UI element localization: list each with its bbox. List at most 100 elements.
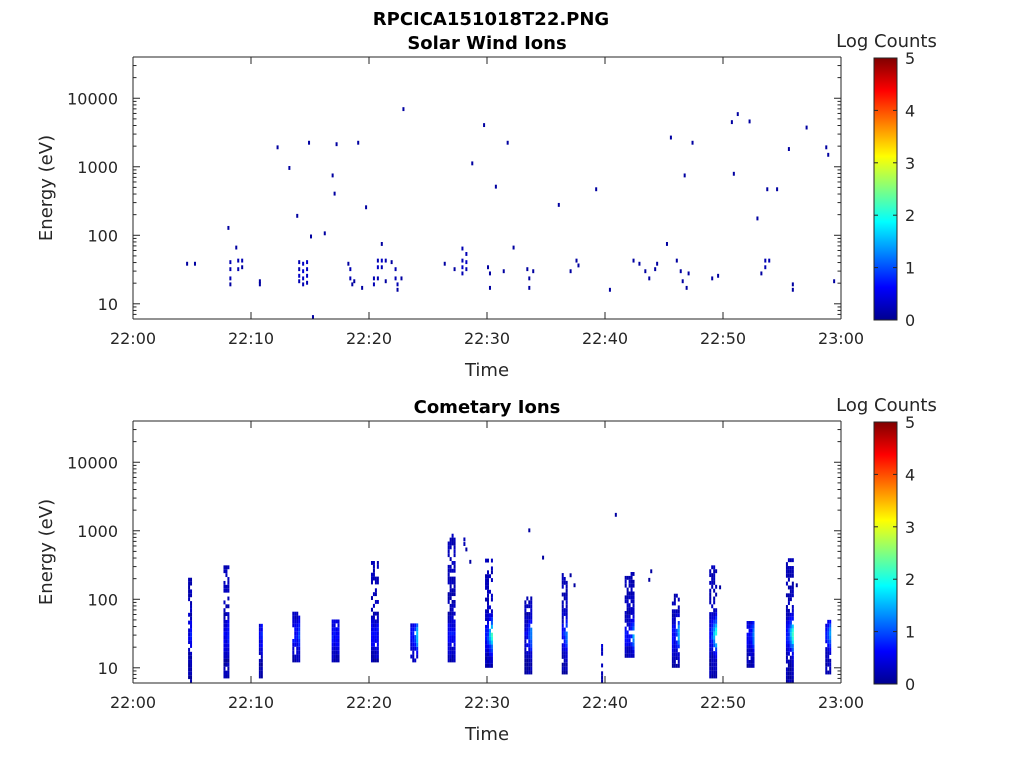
spectrogram-cell: [488, 628, 491, 633]
y-tick-label: 10000: [67, 453, 118, 472]
spectrogram-cell: [671, 663, 674, 668]
spectrogram-cell: [449, 576, 452, 581]
spectrogram-cell: [296, 631, 299, 636]
spectrogram-cell: [715, 631, 718, 636]
spectrogram-cell: [648, 276, 651, 281]
spectrogram-cell: [260, 623, 263, 628]
spectrogram-cell: [223, 651, 226, 656]
y-tick-label: 10000: [67, 89, 118, 108]
spectrogram-cell: [626, 599, 629, 604]
spectrogram-cell: [683, 173, 686, 178]
spectrogram-cell: [709, 592, 712, 597]
spectrogram-cell: [528, 666, 531, 671]
spectrogram-cell: [337, 623, 340, 628]
spectrogram-cell: [225, 639, 228, 644]
spectrogram-cell: [225, 627, 228, 632]
spectrogram-cell: [447, 615, 450, 620]
spectrogram-cell: [528, 612, 531, 616]
spectrogram-cell: [565, 670, 568, 675]
spectrogram-cell: [530, 600, 533, 605]
spectrogram-cell: [372, 282, 375, 287]
spectrogram-cell: [453, 553, 456, 558]
spectrogram-cell: [296, 619, 299, 624]
spectrogram-cell: [829, 651, 832, 655]
spectrogram-cell: [524, 623, 527, 628]
spectrogram-cell: [752, 656, 755, 660]
spectrogram-cell: [791, 593, 794, 598]
spectrogram-cell: [785, 679, 788, 683]
spectrogram-cell: [746, 621, 749, 625]
spectrogram-cell: [827, 635, 830, 640]
spectrogram-cell: [561, 576, 564, 581]
spectrogram-cell: [188, 663, 191, 668]
spectrogram-cell: [487, 593, 490, 598]
spectrogram-cell: [370, 580, 373, 585]
spectrogram-cell: [453, 650, 456, 655]
spectrogram-cell: [335, 627, 338, 632]
spectrogram-cell: [298, 642, 301, 647]
spectrogram-cell: [671, 632, 674, 637]
spectrogram-cell: [713, 608, 716, 613]
spectrogram-cell: [785, 569, 788, 574]
spectrogram-cell: [785, 632, 788, 637]
spectrogram-cell: [487, 265, 490, 270]
spectrogram-cell: [451, 627, 454, 632]
spectrogram-cell: [227, 577, 230, 581]
spectrogram-cell: [487, 613, 490, 618]
spectrogram-cell: [485, 578, 488, 583]
spectrogram-cell: [298, 650, 301, 655]
spectrogram-cell: [490, 597, 493, 602]
spectrogram-cell: [370, 631, 373, 636]
colorbar-tick-label: 5: [905, 413, 915, 432]
spectrogram-cell: [380, 265, 383, 270]
spectrogram-cell: [709, 588, 712, 593]
spectrogram-cell: [713, 655, 716, 659]
spectrogram-cell: [825, 623, 828, 628]
spectrogram-cell: [711, 623, 714, 628]
spectrogram-cell: [223, 616, 226, 620]
spectrogram-cell: [296, 213, 299, 218]
spectrogram-cell: [260, 635, 263, 640]
spectrogram-cell: [524, 654, 527, 659]
spectrogram-cell: [333, 635, 336, 639]
spectrogram-cell: [227, 662, 230, 667]
spectrogram-cell: [626, 591, 629, 596]
spectrogram-cell: [791, 569, 794, 574]
spectrogram-cell: [630, 599, 633, 604]
spectrogram-cell: [671, 636, 674, 641]
spectrogram-cell: [335, 646, 338, 651]
spectrogram-cell: [827, 643, 830, 648]
spectrogram-cell: [485, 660, 488, 664]
spectrogram-cell: [713, 639, 716, 644]
spectrogram-cell: [748, 624, 751, 629]
spectrogram-cell: [396, 282, 399, 287]
spectrogram-cell: [188, 581, 191, 586]
spectrogram-cell: [374, 627, 377, 632]
spectrogram-cell: [748, 663, 751, 668]
spectrogram-cell: [746, 660, 749, 664]
spectrogram-cell: [453, 580, 456, 585]
spectrogram-cell: [624, 653, 627, 658]
spectrogram-cell: [530, 619, 533, 624]
spectrogram-cell: [188, 620, 191, 625]
spectrogram-cell: [673, 624, 676, 629]
colorbar-tick-label: 1: [905, 259, 915, 278]
spectrogram-cell: [485, 574, 488, 579]
spectrogram-cell: [671, 644, 674, 649]
spectrogram-cell: [787, 667, 790, 672]
spectrogram-cell: [524, 658, 527, 663]
spectrogram-cell: [380, 258, 383, 263]
spectrogram-cell: [628, 638, 631, 643]
spectrogram-cell: [827, 627, 830, 632]
colorbar: [873, 57, 898, 321]
spectrogram-cell: [561, 643, 564, 648]
spectrogram-cell: [632, 638, 635, 643]
spectrogram-cell: [630, 591, 633, 596]
spectrogram-cell: [298, 260, 301, 265]
spectrogram-cell: [833, 279, 836, 284]
spectrogram-cell: [626, 603, 629, 608]
spectrogram-cell: [524, 627, 527, 632]
colorbar-tick-label: 2: [905, 570, 915, 589]
spectrogram-cell: [227, 604, 230, 609]
spectrogram-cell: [292, 615, 295, 620]
